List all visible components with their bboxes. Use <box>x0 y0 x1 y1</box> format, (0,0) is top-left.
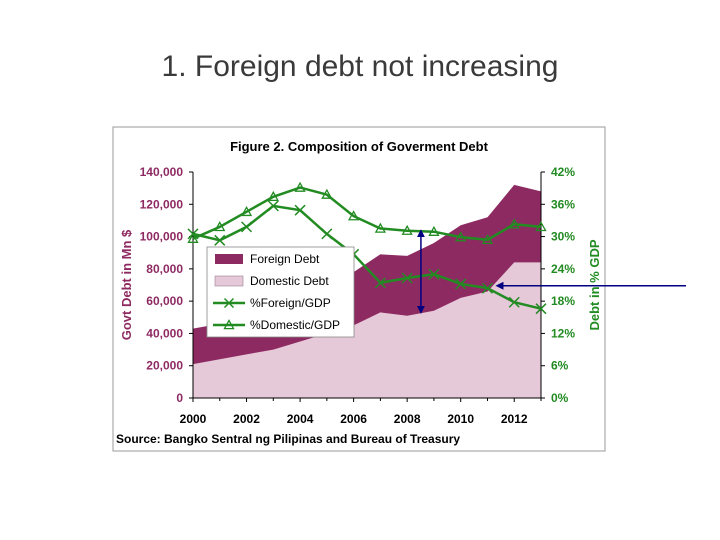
y-tick-label-left: 100,000 <box>140 230 184 244</box>
legend-swatch-domestic-debt <box>214 275 244 287</box>
marker-domestic-gdp <box>374 222 386 233</box>
marker-foreign-gdp <box>428 268 440 280</box>
legend-label: Domestic Debt <box>250 274 329 288</box>
legend-label: Foreign Debt <box>250 252 320 266</box>
marker-foreign-gdp <box>294 204 306 216</box>
marker-foreign-gdp <box>241 221 253 233</box>
y-tick-label-left: 20,000 <box>146 359 183 373</box>
y-tick-label-right: 30% <box>551 230 575 244</box>
y-tick-label-right: 24% <box>551 262 575 276</box>
marker-domestic-gdp <box>294 181 306 192</box>
marker-domestic-gdp <box>428 225 440 236</box>
area-domestic-debt <box>193 262 541 398</box>
y-tick-label-right: 0% <box>551 391 569 405</box>
line-domestic-gdp <box>192 186 542 242</box>
marker-foreign-gdp <box>214 234 226 246</box>
marker-foreign-gdp <box>321 228 333 240</box>
y-tick-label-right: 6% <box>551 359 569 373</box>
y-tick-label-left: 120,000 <box>140 197 184 211</box>
marker-foreign-gdp <box>455 278 467 290</box>
y-tick-label-left: 40,000 <box>146 326 183 340</box>
marker-domestic-gdp <box>214 221 226 232</box>
chart-source: Source: Bangko Sentral ng Pilipinas and … <box>116 432 460 446</box>
y-tick-label-right: 42% <box>551 165 575 179</box>
x-tick-label: 2008 <box>394 412 421 426</box>
marker-foreign-gdp <box>374 277 386 289</box>
marker-foreign-gdp <box>401 272 413 284</box>
legend-label: %Foreign/GDP <box>250 296 331 310</box>
y-tick-label-right: 36% <box>551 197 575 211</box>
y-axis-title-left: Govt Debt in Mn $ <box>119 229 134 340</box>
marker-domestic-gdp <box>455 231 467 242</box>
x-tick-label: 2002 <box>233 412 260 426</box>
marker-foreign-gdp <box>535 303 547 315</box>
marker-foreign-gdp <box>481 282 493 294</box>
y-tick-label-left: 0 <box>176 391 183 405</box>
marker-domestic-gdp <box>348 210 360 221</box>
x-tick-label: 2012 <box>501 412 528 426</box>
x-tick-label: 2006 <box>340 412 367 426</box>
marker-domestic-gdp <box>267 190 279 202</box>
marker-domestic-gdp <box>187 232 199 243</box>
marker-domestic-gdp <box>401 224 413 235</box>
x-tick-label: 2004 <box>287 412 314 426</box>
marker-foreign-gdp <box>508 296 520 308</box>
y-tick-label-left: 140,000 <box>140 165 184 179</box>
x-tick-label: 2000 <box>180 412 207 426</box>
marker-domestic-gdp <box>321 188 333 199</box>
y-tick-label-left: 80,000 <box>146 262 183 276</box>
x-tick-label: 2010 <box>447 412 474 426</box>
y-tick-label-right: 12% <box>551 326 575 340</box>
legend-marker-foreign-gdp <box>223 297 235 309</box>
marker-domestic-gdp <box>481 233 494 245</box>
slide-title: 1. Foreign debt not increasing <box>161 50 559 83</box>
y-tick-label-right: 18% <box>551 294 575 308</box>
marker-foreign-gdp <box>267 200 279 212</box>
chart-title: Figure 2. Composition of Goverment Debt <box>230 139 489 154</box>
marker-domestic-gdp <box>240 205 253 217</box>
legend-label: %Domestic/GDP <box>250 318 340 332</box>
marker-domestic-gdp <box>508 218 520 229</box>
y-tick-label-left: 60,000 <box>146 294 183 308</box>
legend-marker-domestic-gdp <box>223 319 235 330</box>
legend-swatch-foreign-debt <box>215 254 243 264</box>
y-axis-title-right: Debt in % GDP <box>587 239 602 330</box>
marker-domestic-gdp <box>535 221 547 232</box>
